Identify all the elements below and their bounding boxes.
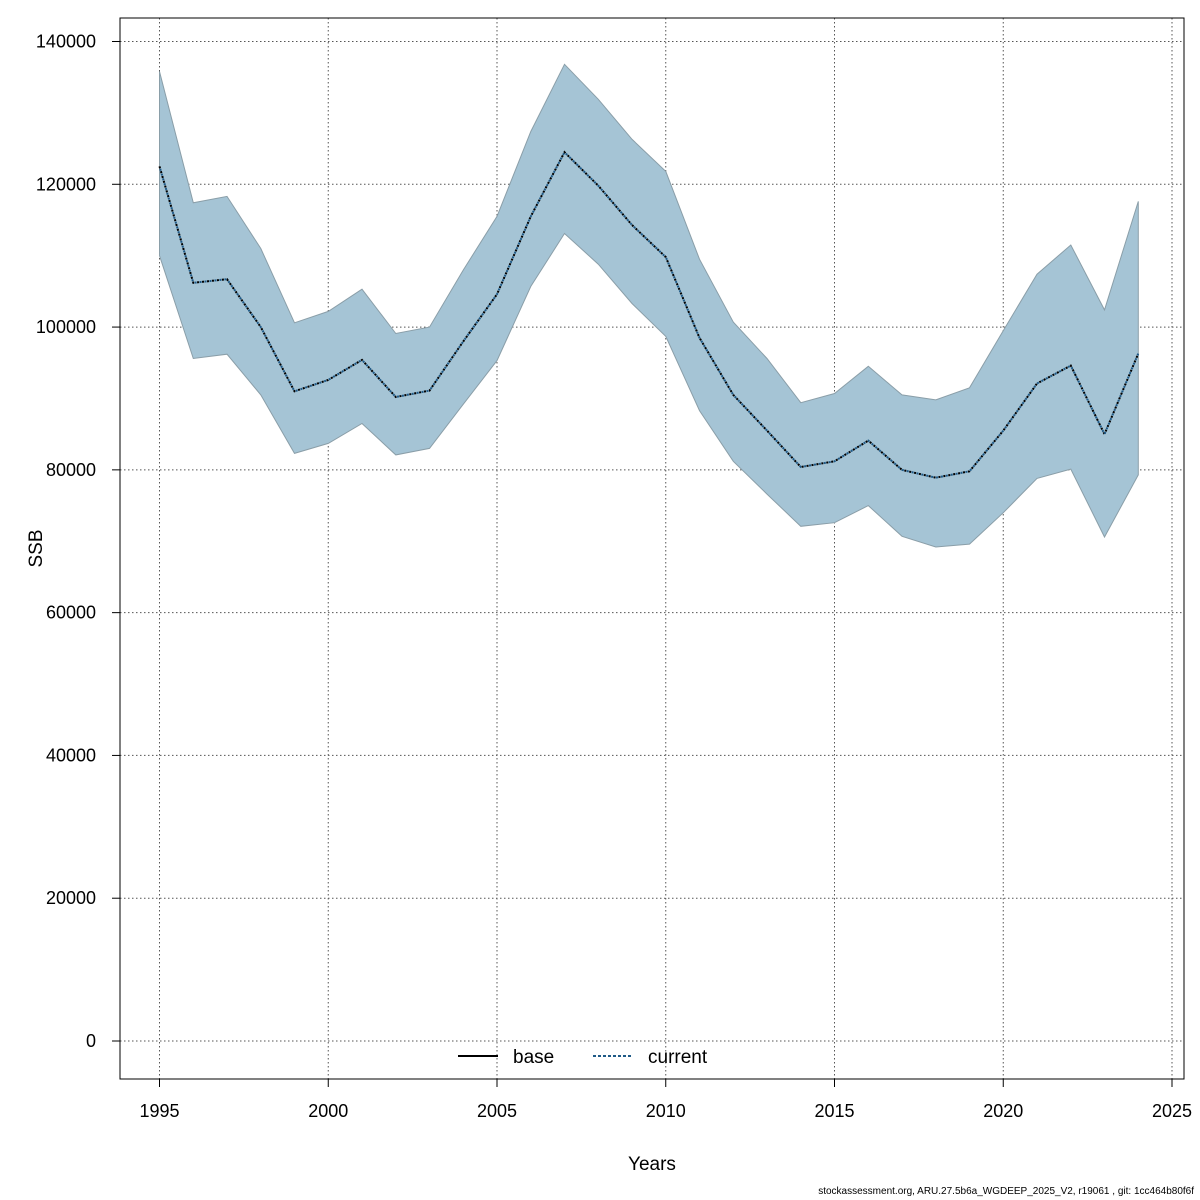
y-tick-label: 120000 xyxy=(36,174,96,194)
y-tick-label: 80000 xyxy=(46,460,96,480)
y-tick-label: 20000 xyxy=(46,888,96,908)
x-tick-label: 2020 xyxy=(983,1101,1023,1121)
x-tick-label: 2010 xyxy=(646,1101,686,1121)
y-tick-label: 40000 xyxy=(46,745,96,765)
x-tick-label: 2015 xyxy=(814,1101,854,1121)
footer-credit: stockassessment.org, ARU.27.5b6a_WGDEEP_… xyxy=(818,1186,1194,1197)
y-axis: 0 20000 40000 60000 80000 100000 120000 140000 xyxy=(36,32,120,1051)
y-axis-title: SSB xyxy=(26,529,47,567)
legend-label-current: current xyxy=(648,1047,708,1068)
x-tick-label: 2005 xyxy=(477,1101,517,1121)
y-tick-label: 140000 xyxy=(36,32,96,52)
x-tick-label: 2000 xyxy=(308,1101,348,1121)
x-tick-label: 1995 xyxy=(139,1101,179,1121)
series-line-current xyxy=(158,150,1140,479)
x-axis-title: Years xyxy=(628,1154,676,1175)
legend-label-base: base xyxy=(513,1047,554,1068)
y-tick-label: 0 xyxy=(86,1031,96,1051)
x-tick-label: 2025 xyxy=(1152,1101,1192,1121)
y-tick-label: 60000 xyxy=(46,603,96,623)
legend: base current xyxy=(458,1047,708,1068)
confidence-band xyxy=(159,63,1139,548)
plot-frame xyxy=(119,17,1185,1080)
y-tick-label: 100000 xyxy=(36,317,96,337)
x-axis: 1995 2000 2005 2010 2015 2020 2025 xyxy=(139,1079,1192,1121)
series-line-base xyxy=(158,150,1140,479)
